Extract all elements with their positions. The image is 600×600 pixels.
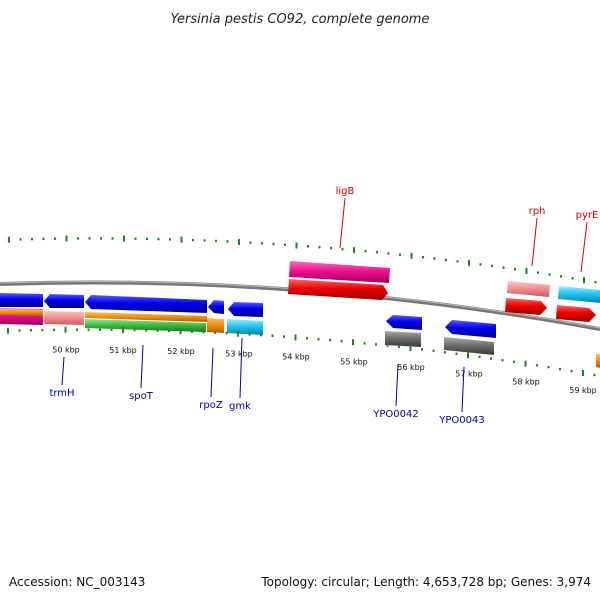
rna-band-gray-2: [444, 337, 494, 355]
rna-band-orange-rpoZ: [207, 318, 224, 333]
svg-text:rpoZ: rpoZ: [199, 400, 223, 411]
gene-feature-YPO0042[interactable]: [386, 315, 422, 330]
rna-band-pink: [44, 311, 84, 325]
rna-band-orange-right: [596, 354, 600, 368]
scale-label: 50 kbp: [52, 346, 80, 355]
scale-label: 58 kbp: [512, 377, 540, 386]
rna-band-orange: [85, 312, 207, 322]
rna-band-orange-left: [0, 309, 43, 316]
scale-label: 56 kbp: [397, 363, 425, 372]
inner-tick-band: 50 kbp 51 kbp 52 kbp 53 kbp 54 kbp 55 kbp 56 k…: [7, 326, 597, 395]
gene-feature-rph[interactable]: [505, 298, 547, 315]
rna-band-gray-1: [385, 331, 421, 347]
gene-feature-rpoZ[interactable]: [208, 300, 224, 314]
svg-text:YPO0042: YPO0042: [372, 409, 418, 420]
gene-label-trmH[interactable]: trmH: [49, 356, 75, 399]
gene-feature-YPO0043[interactable]: [445, 320, 496, 338]
gene-label-YPO0043[interactable]: YPO0043: [438, 366, 485, 426]
gene-label-pyrE[interactable]: pyrE: [576, 210, 599, 273]
gene-label-rph[interactable]: rph: [529, 206, 546, 267]
gene-label-YPO0042[interactable]: YPO0042: [372, 363, 419, 420]
gene-labels-below: trmH spoT rpoZ gmk YPO0042 YPO0043: [49, 337, 485, 426]
gene-feature-spoT[interactable]: [85, 295, 207, 313]
scale-label: 52 kbp: [167, 347, 195, 356]
scale-label: 53 kbp: [225, 349, 253, 358]
gene-label-ligB[interactable]: ligB: [336, 186, 355, 249]
outer-tick-band: [8, 235, 597, 284]
genome-summary: Topology: circular; Length: 4,653,728 bp…: [260, 575, 591, 589]
svg-text:pyrE: pyrE: [576, 210, 599, 221]
scale-label: 59 kbp: [569, 386, 597, 395]
gene-feature-pyrE[interactable]: [556, 305, 596, 322]
gene-labels-above: ligB rph pyrE: [336, 186, 599, 273]
svg-text:ligB: ligB: [336, 186, 355, 197]
scale-label: 51 kbp: [109, 346, 137, 355]
map-title: Yersinia pestis CO92, complete genome: [171, 12, 430, 27]
svg-text:spoT: spoT: [129, 391, 154, 402]
svg-text:gmk: gmk: [229, 401, 251, 412]
gene-feature-pyrE-rna[interactable]: [558, 286, 600, 303]
accession-label: Accession: NC_003143: [9, 575, 145, 589]
gene-feature-blue-left[interactable]: [0, 293, 43, 307]
svg-text:trmH: trmH: [49, 388, 74, 399]
gene-feature-trmH[interactable]: [44, 294, 84, 308]
scale-label: 54 kbp: [282, 353, 310, 362]
svg-text:YPO0043: YPO0043: [438, 415, 484, 426]
scale-label: 57 kbp: [455, 370, 483, 379]
gene-feature-magenta[interactable]: [289, 261, 390, 283]
gene-feature-ligB[interactable]: [288, 279, 388, 300]
rna-band-cyan-gmk: [227, 319, 263, 335]
gene-feature-rph-rna[interactable]: [507, 281, 550, 297]
reverse-strand: [0, 293, 600, 368]
rna-band-green: [85, 319, 206, 332]
gene-label-rpoZ[interactable]: rpoZ: [199, 347, 223, 411]
gene-label-gmk[interactable]: gmk: [229, 337, 251, 412]
scale-label: 55 kbp: [340, 357, 368, 366]
forward-strand: [288, 261, 600, 322]
gene-feature-gmk[interactable]: [228, 302, 263, 317]
gene-label-spoT[interactable]: spoT: [129, 344, 154, 402]
svg-text:rph: rph: [529, 206, 546, 217]
